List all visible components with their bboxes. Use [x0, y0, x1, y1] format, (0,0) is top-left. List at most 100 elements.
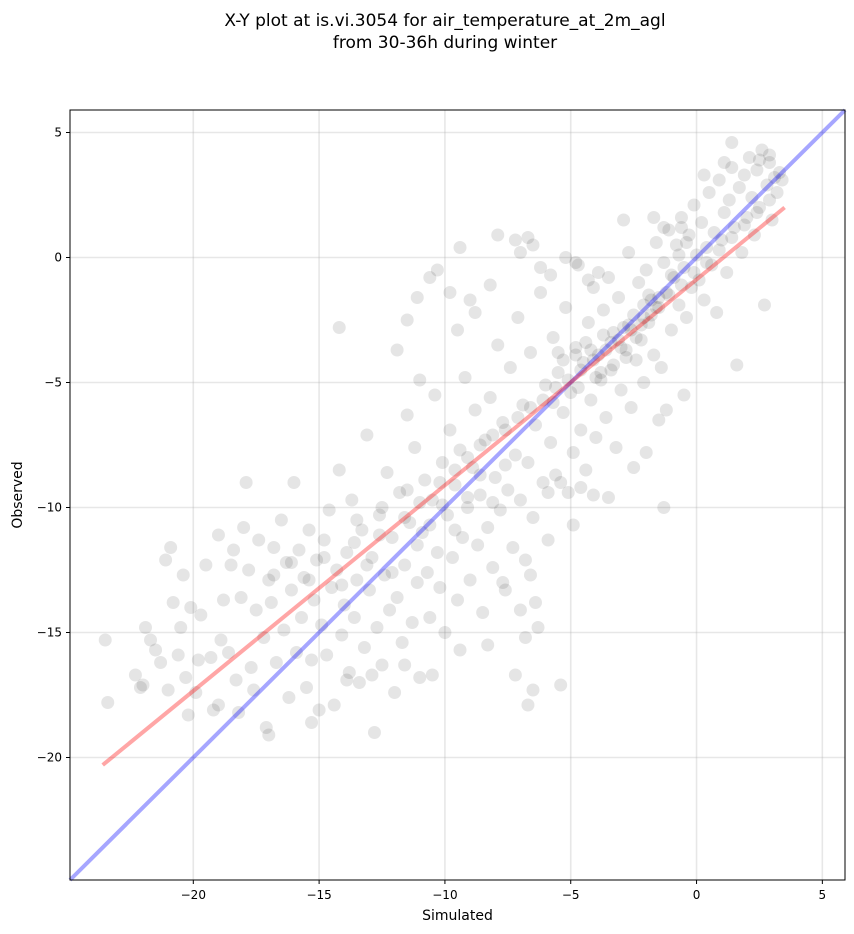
scatter-point: [433, 581, 447, 594]
scatter-point: [443, 423, 457, 437]
scatter-point: [607, 326, 621, 339]
scatter-point: [652, 413, 666, 427]
chart-title: X-Y plot at is.vi.3054 for air_temperatu…: [0, 10, 854, 54]
scatter-point: [302, 523, 316, 537]
scatter-point: [297, 571, 311, 584]
scatter-point: [549, 381, 563, 394]
scatter-point: [574, 481, 588, 494]
scatter-point: [662, 288, 676, 302]
scatter-point: [171, 648, 185, 662]
scatter-point: [305, 653, 319, 667]
scatter-point: [149, 643, 163, 657]
scatter-point: [237, 521, 251, 534]
scatter-point: [644, 308, 658, 322]
scatter-point: [604, 363, 618, 377]
scatter-point: [634, 333, 648, 347]
x-tick-label: −15: [306, 888, 331, 902]
scatter-point: [508, 233, 522, 247]
scatter-point: [765, 213, 779, 227]
scatter-point: [357, 641, 371, 654]
scatter-point: [511, 311, 525, 324]
scatter-point: [652, 291, 666, 304]
scatter-point: [526, 511, 540, 524]
scatter-point: [672, 248, 686, 262]
scatter-point: [589, 431, 603, 444]
scatter-point: [763, 156, 777, 169]
scatter-point: [584, 343, 598, 357]
scatter-point: [242, 563, 256, 577]
scatter-point: [408, 441, 422, 454]
scatter-point: [199, 558, 213, 572]
scatter-point: [554, 476, 568, 489]
x-tick-label: −5: [562, 888, 580, 902]
scatter-point: [705, 258, 719, 272]
scatter-point: [518, 553, 532, 567]
scatter-point: [566, 446, 580, 459]
scatter-point: [413, 496, 427, 509]
scatter-point: [599, 343, 613, 357]
scatter-point: [365, 551, 379, 564]
scatter-point: [692, 273, 706, 287]
scatter-point: [674, 221, 688, 234]
x-tick-label: 0: [693, 888, 701, 902]
scatter-point: [471, 538, 485, 552]
scatter-point: [375, 501, 389, 514]
scatter-point: [498, 423, 512, 437]
y-tick-label: 0: [54, 251, 62, 265]
scatter-point: [161, 683, 175, 697]
scatter-point: [639, 446, 653, 459]
scatter-point: [259, 721, 273, 734]
scatter-point: [466, 461, 480, 474]
scatter-point: [300, 681, 314, 694]
scatter-point: [418, 473, 432, 487]
reference-lines: [68, 108, 847, 882]
scatter-point: [430, 546, 444, 559]
scatter-point: [279, 556, 293, 569]
scatter-point: [461, 451, 475, 464]
scatter-point: [654, 361, 668, 374]
scatter-point: [571, 258, 585, 272]
scatter-point: [732, 181, 746, 194]
scatter-point: [513, 493, 527, 507]
scatter-point: [679, 236, 693, 249]
scatter-point: [493, 503, 507, 517]
plot-frame: [69, 109, 846, 881]
scatter-point: [596, 303, 610, 317]
scatter-point: [617, 213, 631, 227]
scatter-point: [433, 476, 447, 489]
scatter-point: [189, 686, 203, 699]
scatter-point: [398, 558, 412, 572]
scatter-point: [737, 218, 751, 232]
scatter-point: [456, 531, 470, 544]
scatter-point: [292, 543, 306, 557]
scatter-point: [775, 173, 789, 187]
scatter-point: [773, 166, 787, 179]
scatter-point: [420, 566, 434, 579]
scatter-point: [473, 468, 487, 482]
scatter-point: [679, 311, 693, 324]
scatter-point: [317, 533, 331, 547]
scatter-point: [556, 353, 570, 367]
scatter-point: [569, 341, 583, 354]
scatter-point: [690, 248, 704, 262]
scatter-point: [571, 381, 585, 394]
scatter-point: [639, 263, 653, 277]
scatter-point: [566, 518, 580, 532]
scatter-point: [637, 311, 651, 324]
scatter-point: [763, 193, 777, 207]
scatter-point: [325, 581, 339, 594]
scatter-point: [398, 658, 412, 672]
scatter-point: [730, 358, 744, 372]
scatter-point: [367, 726, 381, 739]
scatter-point: [752, 201, 766, 214]
scatter-point: [347, 536, 361, 549]
scatter-point: [410, 576, 424, 589]
scatter-point: [405, 616, 419, 629]
scatter-point: [332, 321, 346, 334]
scatter-point: [757, 298, 771, 312]
chart-title-line-2: from 30-36h during winter: [332, 33, 558, 53]
scatter-point: [269, 656, 283, 669]
scatter-point: [372, 528, 386, 542]
scatter-point: [496, 576, 510, 589]
scatter-point: [335, 578, 349, 592]
